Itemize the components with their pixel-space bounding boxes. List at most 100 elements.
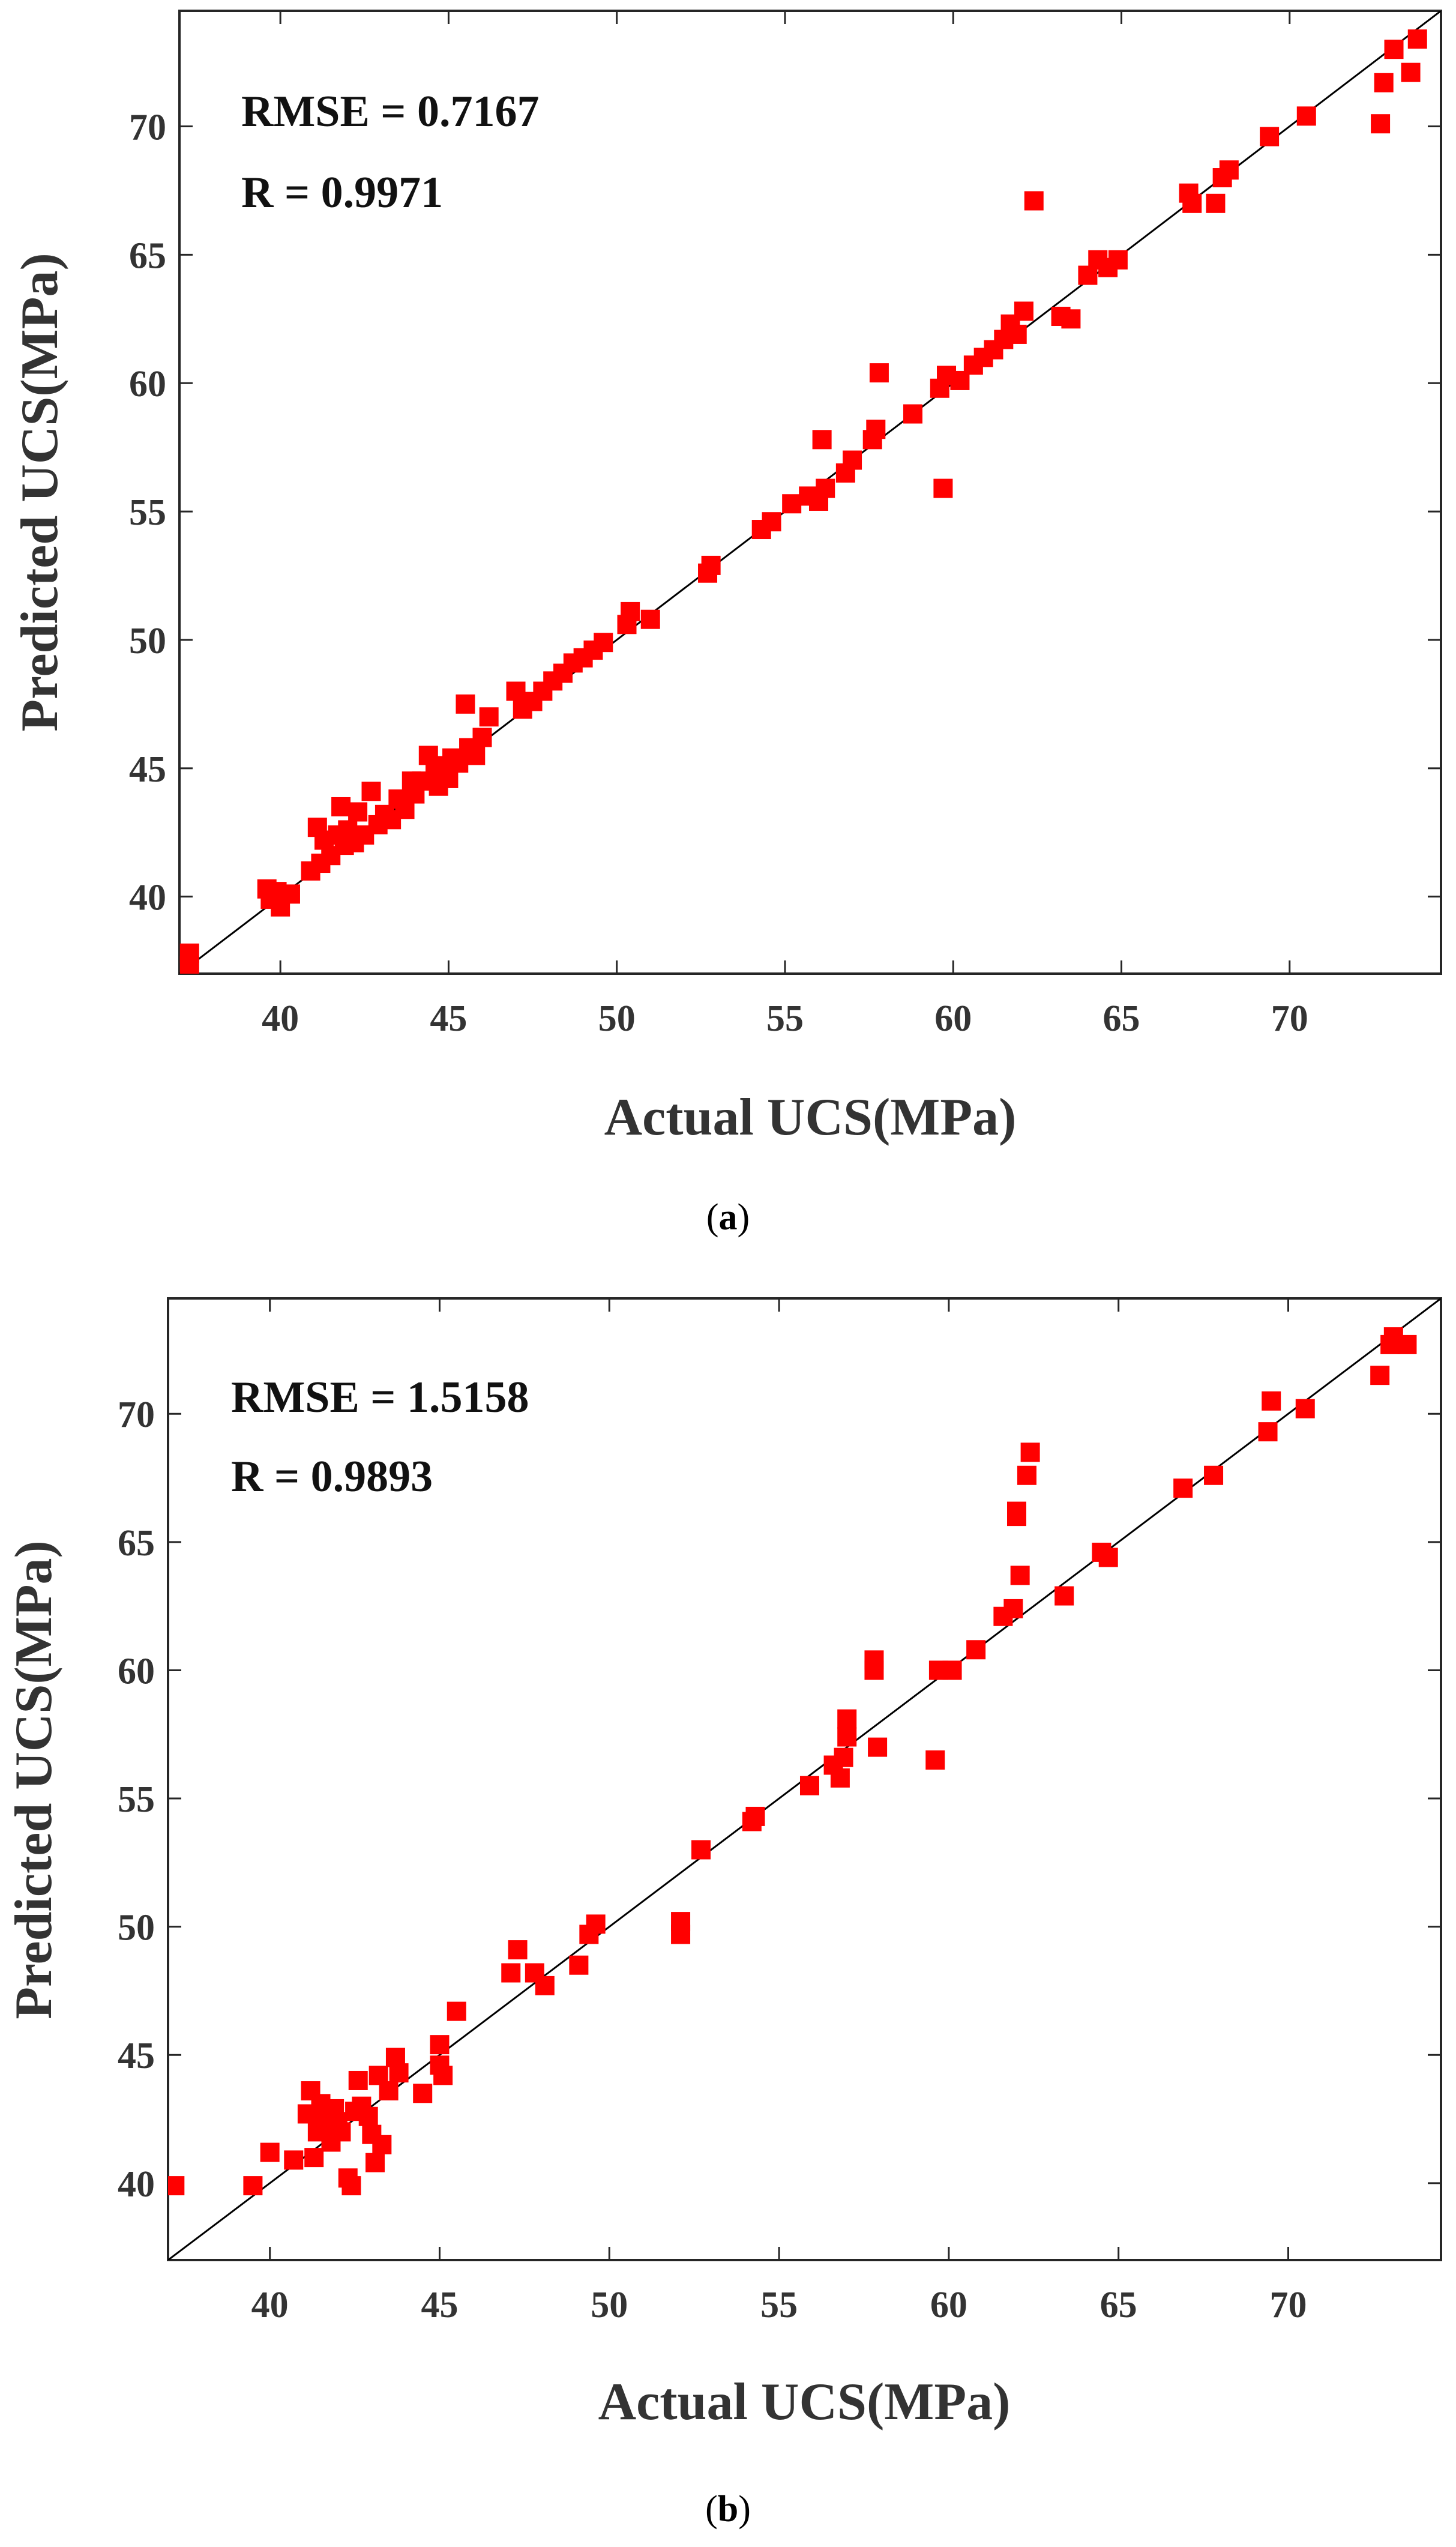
panel-a-data-point — [1384, 40, 1404, 59]
panel-a-data-point — [1296, 106, 1316, 126]
panel-a-data-point — [869, 363, 889, 383]
panel-b-data-point — [1010, 1566, 1030, 1585]
panel-a-x-ticks: 40 45 50 55 60 65 70 — [262, 11, 1308, 1039]
panel-a-data-point — [506, 681, 526, 701]
panel-a-data-point — [1219, 160, 1239, 180]
panel-a-y-tick-label: 55 — [129, 492, 166, 533]
panel-a-caption-open: ( — [706, 1197, 719, 1238]
panel-b-caption-open: ( — [705, 2489, 718, 2530]
panel-b-x-tick-label: 50 — [591, 2285, 628, 2325]
panel-a-caption: (a) — [706, 1197, 750, 1238]
panel-b-data-point — [837, 1709, 857, 1729]
panel-a-data-point — [866, 420, 886, 439]
panel-a-x-tick-label: 65 — [1103, 998, 1140, 1039]
panel-a-data-point — [466, 746, 486, 765]
panel-a-data-point — [456, 694, 475, 714]
panel-b-data-point — [372, 2135, 392, 2154]
panel-a-data-point — [621, 601, 640, 621]
panel-a-data-point — [1407, 29, 1427, 49]
panel-b-data-point — [1173, 1478, 1193, 1498]
panel-a-data-point — [1108, 250, 1128, 270]
panel-b-caption-letter: b — [718, 2489, 738, 2530]
panel-b-data-point — [942, 1660, 962, 1680]
panel-a-data-point — [1401, 62, 1421, 82]
panel-a-data-point — [1374, 73, 1394, 92]
panel-b-x-tick-label: 55 — [760, 2285, 798, 2325]
panel-b-data-point — [586, 1914, 606, 1934]
panel-b-data-point — [1098, 1548, 1118, 1567]
panel-b-data-point — [1370, 1366, 1390, 1385]
panel-a-data-point — [762, 512, 781, 532]
panel-a-data-point — [1024, 191, 1044, 211]
panel-a-data-point — [479, 707, 499, 727]
panel-a-y-ticks: 40 45 50 55 60 65 70 — [129, 107, 1441, 918]
panel-b-data-point — [284, 2150, 304, 2170]
panel-b-data-point — [1295, 1399, 1315, 1418]
panel-b-data-point — [1262, 1391, 1281, 1411]
panel-b-y-tick-label: 40 — [118, 2164, 155, 2205]
panel-a-data-point — [348, 802, 368, 822]
panel-a-x-tick-label: 45 — [430, 998, 467, 1039]
panel-a-x-tick-label: 50 — [598, 998, 636, 1039]
panel-b-caption: (b) — [705, 2489, 751, 2530]
panel-b-x-axis-title: Actual UCS(MPa) — [598, 2373, 1011, 2431]
panel-b-x-tick-label: 70 — [1269, 2285, 1307, 2325]
panel-a-caption-close: ) — [738, 1197, 750, 1238]
panel-b-data-point — [366, 2153, 385, 2172]
panel-b-data-point — [830, 1768, 850, 1788]
panel-b-data-point — [358, 2106, 378, 2126]
panel-a-points — [179, 29, 1427, 974]
panel-b-data-point — [304, 2148, 324, 2168]
panel-b-rmse-annotation: RMSE = 1.5158 — [231, 1373, 529, 1422]
panel-b-x-tick-label: 45 — [421, 2285, 458, 2325]
panel-a-data-point — [701, 555, 721, 575]
panel-b-data-point — [799, 1776, 819, 1795]
panel-b-data-point — [331, 2122, 351, 2142]
panel-b-data-point — [691, 1840, 711, 1860]
panel-a-y-tick-label: 45 — [129, 749, 166, 790]
panel-b-data-point — [837, 1727, 857, 1747]
panel-b-caption-close: ) — [738, 2489, 751, 2530]
panel-a-caption-letter: a — [719, 1197, 738, 1238]
panel-b-data-point — [501, 1963, 521, 1983]
panel-b-data-point — [379, 2081, 399, 2101]
panel-a-data-point — [1014, 301, 1033, 321]
panel-a-x-tick-label: 55 — [766, 998, 804, 1039]
panel-b-data-point — [508, 1940, 528, 1960]
panel-a-data-point — [812, 430, 832, 450]
panel-a-data-point — [280, 884, 300, 904]
panel-b-y-tick-label: 45 — [118, 2036, 155, 2076]
panel-a-data-point — [594, 633, 613, 653]
panel-a-data-point — [418, 746, 438, 765]
panel-b-data-point — [535, 1976, 555, 1995]
panel-b-data-point — [260, 2142, 280, 2162]
panel-b-data-point — [1204, 1465, 1224, 1485]
panel-a-r-annotation: R = 0.9971 — [241, 168, 443, 217]
panel-b-y-tick-label: 60 — [118, 1651, 155, 1692]
panel-a-data-point — [782, 494, 802, 514]
panel-b-data-point — [341, 2176, 361, 2196]
panel-b-data-point — [243, 2176, 263, 2196]
panel-b-data-point — [1397, 1334, 1417, 1354]
panel-a-x-tick-label: 60 — [934, 998, 972, 1039]
panel-b-y-tick-label: 50 — [118, 1908, 155, 1949]
panel-b-data-point — [1020, 1442, 1040, 1462]
panel-a-y-tick-label: 50 — [129, 621, 166, 662]
panel-b-plot: 40 45 50 55 60 65 70 40 45 50 55 60 65 70 RMSE = 1.5… — [5, 1297, 1442, 2530]
panel-b-x-ticks: 40 45 50 55 60 65 70 — [251, 1298, 1307, 2325]
panel-b-x-tick-label: 40 — [251, 2285, 289, 2325]
panel-b-y-axis-title: Predicted UCS(MPa) — [5, 1540, 63, 2019]
panel-b-y-tick-label: 65 — [118, 1523, 155, 1564]
panel-a-y-tick-label: 65 — [129, 235, 166, 276]
panel-b-data-point — [925, 1750, 945, 1770]
panel-b-data-point — [1017, 1465, 1036, 1485]
panel-a-data-point — [933, 478, 953, 498]
panel-b-y-tick-label: 55 — [118, 1779, 155, 1820]
panel-a-data-point — [903, 404, 922, 424]
panel-b-data-point — [389, 2063, 409, 2083]
panel-a-y-tick-label: 70 — [129, 107, 166, 148]
panel-a-plot: 40 45 50 55 60 65 70 40 45 50 55 60 65 70 RMSE = 0.7… — [11, 10, 1442, 1238]
panel-a-y-tick-label: 60 — [129, 364, 166, 405]
panel-a-y-axis-title: Predicted UCS(MPa) — [11, 253, 69, 732]
